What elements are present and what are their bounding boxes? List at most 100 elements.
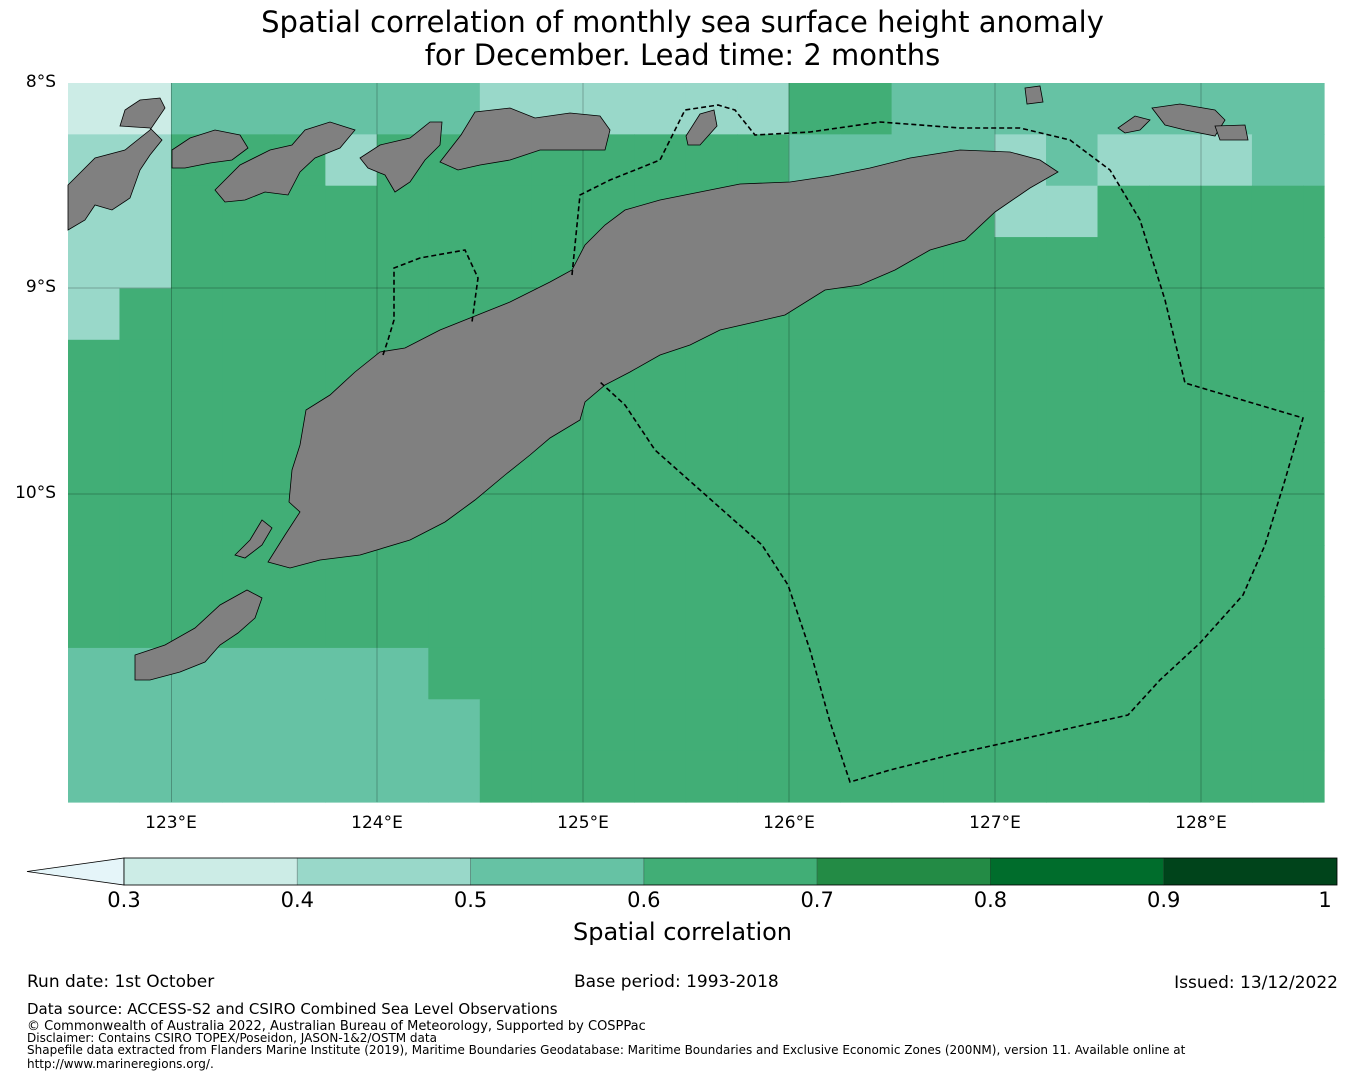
correlation-cell [1046, 134, 1099, 187]
correlation-cell [273, 237, 326, 290]
lon-label-127e: 127°E [969, 813, 1021, 833]
correlation-cell [119, 750, 172, 803]
correlation-cell [943, 493, 996, 546]
adonara-lembata-islands [171, 129, 249, 169]
correlation-cell [737, 339, 790, 392]
correlation-cell [737, 545, 790, 598]
correlation-cell [273, 750, 326, 803]
correlation-cell [840, 750, 893, 803]
correlation-cell [994, 391, 1047, 444]
correlation-cell [376, 647, 429, 700]
correlation-cell [994, 288, 1047, 341]
correlation-cell [788, 647, 841, 700]
correlation-cell [170, 391, 224, 444]
lat-label-10s: 10°S [15, 483, 56, 503]
correlation-cell [1303, 185, 1325, 238]
correlation-cell [1200, 647, 1253, 700]
correlation-cell [119, 545, 172, 598]
correlation-cell [1148, 339, 1202, 392]
correlation-cell [1097, 493, 1150, 546]
eez-boundary-north [571, 104, 1304, 783]
disclaimer: Disclaimer: Contains CSIRO TOPEX/Poseido… [27, 1031, 437, 1045]
shapefile-credit-line-1: Shapefile data extracted from Flanders M… [27, 1043, 1186, 1057]
correlation-cell [685, 750, 738, 803]
correlation-cell [479, 596, 532, 649]
colorbar-segment [990, 857, 1165, 886]
correlation-cell [1303, 596, 1325, 649]
correlation-cell [1200, 237, 1253, 290]
correlation-cell [685, 647, 738, 700]
colorbar-tick-label: 0.4 [280, 888, 314, 912]
correlation-cell [582, 442, 635, 495]
semau-island [234, 519, 273, 559]
correlation-cell [273, 288, 326, 341]
correlation-cell [222, 699, 275, 752]
title-line-2: for December. Lead time: 2 months [424, 38, 941, 72]
kisar-islet [1024, 85, 1044, 105]
correlation-cell [1148, 442, 1202, 495]
correlation-cell [325, 750, 378, 803]
correlation-cell [891, 750, 944, 803]
correlation-cell [891, 391, 944, 444]
timor-island [267, 149, 1059, 569]
correlation-cell [1148, 596, 1202, 649]
correlation-cell [685, 442, 738, 495]
correlation-cell [119, 596, 172, 649]
correlation-cell [840, 545, 893, 598]
correlation-cell [170, 83, 224, 135]
correlation-cell [685, 699, 738, 752]
correlation-cell [428, 647, 481, 700]
atauro-island [685, 109, 718, 146]
lon-label-125e: 125°E [557, 813, 609, 833]
correlation-cell [1251, 134, 1305, 187]
correlation-cell [1148, 134, 1202, 187]
correlation-cell [1097, 442, 1150, 495]
correlation-cell [170, 699, 224, 752]
correlation-cell [68, 699, 121, 752]
correlation-cell [685, 596, 738, 649]
correlation-cell [994, 750, 1047, 803]
correlation-cell [479, 545, 532, 598]
correlation-cell [994, 596, 1047, 649]
correlation-cell [531, 750, 584, 803]
correlation-cell [1097, 134, 1150, 187]
correlation-cell [428, 185, 481, 238]
correlation-cell [943, 545, 996, 598]
correlation-cell [170, 185, 224, 238]
correlation-cell [943, 339, 996, 392]
colorbar-segment [1163, 857, 1338, 886]
correlation-cell [376, 545, 429, 598]
correlation-cell [531, 442, 584, 495]
correlation-cell [1046, 545, 1099, 598]
correlation-cell [1097, 750, 1150, 803]
correlation-cell [943, 442, 996, 495]
correlation-cell [891, 545, 944, 598]
correlation-cell [170, 288, 224, 341]
correlation-cell [170, 545, 224, 598]
lat-label-8s: 8°S [25, 72, 56, 92]
correlation-cell [119, 288, 172, 341]
correlation-cell [376, 83, 429, 135]
eez-boundary-oecusse [382, 249, 479, 356]
correlation-cell [325, 185, 378, 238]
correlation-cell [273, 699, 326, 752]
correlation-cell [1200, 288, 1253, 341]
correlation-cell [1200, 442, 1253, 495]
flores-island [67, 97, 166, 231]
correlation-cell [119, 237, 172, 290]
correlation-cell [222, 83, 275, 135]
correlation-cell [479, 493, 532, 546]
correlation-cell [1148, 493, 1202, 546]
correlation-cell [685, 339, 738, 392]
correlation-cell [376, 185, 429, 238]
correlation-cell [994, 493, 1047, 546]
correlation-cell [994, 545, 1047, 598]
correlation-cell [325, 596, 378, 649]
correlation-cell [170, 493, 224, 546]
correlation-cell [891, 442, 944, 495]
correlation-cell [840, 288, 893, 341]
correlation-cell [119, 699, 172, 752]
correlation-cell [685, 545, 738, 598]
correlation-cell [68, 237, 121, 290]
correlation-cell [1251, 391, 1305, 444]
